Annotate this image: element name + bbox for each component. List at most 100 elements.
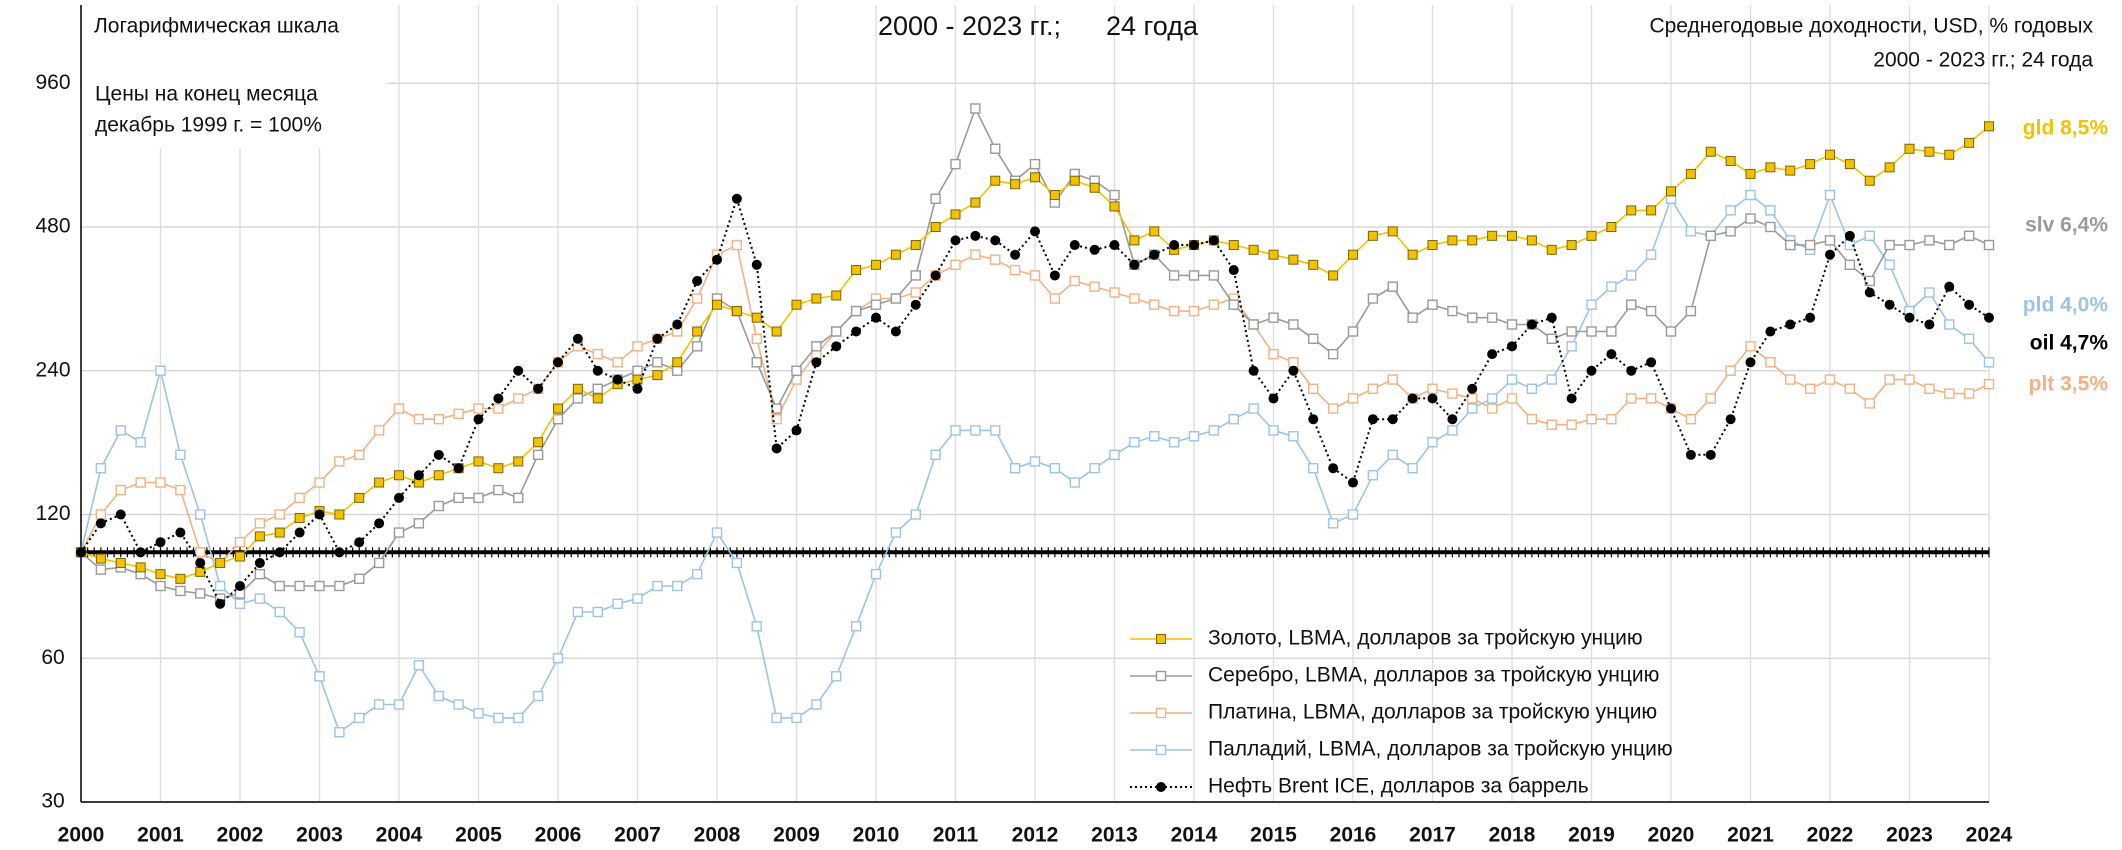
data-point xyxy=(592,393,603,404)
data-point xyxy=(1785,165,1796,176)
y-tick-label: 120 xyxy=(35,502,70,525)
data-point xyxy=(1069,175,1080,186)
data-point xyxy=(254,531,265,542)
data-point xyxy=(1109,449,1120,461)
data-point xyxy=(1427,437,1438,448)
data-point xyxy=(1586,299,1597,310)
data-point xyxy=(1327,348,1339,360)
data-point xyxy=(513,365,524,376)
data-point xyxy=(374,518,385,529)
data-point xyxy=(990,425,1001,436)
data-point xyxy=(1963,333,1975,344)
data-point xyxy=(1526,413,1538,425)
data-point xyxy=(930,449,941,461)
data-point xyxy=(473,456,484,467)
data-point xyxy=(235,551,245,562)
data-point xyxy=(1765,205,1776,216)
note-box xyxy=(82,0,387,148)
data-point xyxy=(1984,312,1994,323)
x-tick-label: 2009 xyxy=(773,824,820,847)
series-group xyxy=(75,103,1995,604)
data-point xyxy=(373,557,385,569)
data-point xyxy=(95,463,107,474)
data-point xyxy=(751,357,762,368)
data-point xyxy=(592,365,603,376)
data-point xyxy=(1248,244,1259,255)
data-point xyxy=(76,547,86,558)
data-point xyxy=(1844,230,1855,241)
data-point xyxy=(711,527,723,538)
data-point xyxy=(771,443,782,454)
data-point xyxy=(1029,456,1041,467)
y-tick-label: 960 xyxy=(35,71,70,94)
data-point xyxy=(692,275,703,286)
data-point xyxy=(334,456,345,467)
data-point xyxy=(1407,312,1418,323)
y-tick-label: 480 xyxy=(35,215,70,238)
data-point xyxy=(632,341,643,352)
data-point xyxy=(1705,449,1716,460)
data-point xyxy=(1208,299,1220,310)
data-point xyxy=(175,449,186,461)
data-point xyxy=(1129,437,1140,448)
data-point xyxy=(334,580,345,592)
data-point xyxy=(910,270,921,281)
data-point xyxy=(1168,437,1180,448)
data-point xyxy=(393,699,405,710)
data-point xyxy=(1666,186,1676,197)
data-point xyxy=(1546,333,1557,344)
data-point xyxy=(1765,357,1776,368)
data-point xyxy=(1944,281,1955,292)
data-point xyxy=(135,562,146,573)
data-point xyxy=(831,290,842,301)
data-point xyxy=(652,333,663,344)
data-point xyxy=(851,326,862,337)
end-label: slv 6,4% xyxy=(2025,214,2108,237)
data-point xyxy=(632,593,643,604)
legend-marker xyxy=(1156,634,1166,644)
data-point xyxy=(433,470,444,481)
data-point xyxy=(413,518,425,529)
x-tick-label: 2019 xyxy=(1568,824,1615,847)
data-point xyxy=(214,580,226,592)
data-point xyxy=(155,365,166,376)
data-point xyxy=(950,259,961,271)
data-point xyxy=(1069,275,1080,287)
data-point xyxy=(1228,413,1239,425)
data-point xyxy=(692,326,703,337)
data-point xyxy=(1566,341,1577,352)
data-point xyxy=(672,365,683,376)
data-point xyxy=(95,509,107,520)
data-point xyxy=(1725,226,1736,237)
data-point xyxy=(751,333,762,344)
data-point xyxy=(1904,239,1915,251)
data-point xyxy=(533,383,544,394)
data-point xyxy=(413,660,425,671)
data-point xyxy=(1864,398,1875,409)
data-point xyxy=(433,413,444,425)
data-point xyxy=(1745,168,1756,179)
data-point xyxy=(552,413,564,425)
data-point xyxy=(1606,413,1617,425)
end-label: pld 4,0% xyxy=(2023,294,2109,317)
end-labels: gld 8,5% slv 6,4% plt 3,5% pld 4,0% oil 4,7% xyxy=(2023,117,2109,396)
data-point xyxy=(274,606,285,618)
data-point xyxy=(493,712,504,724)
data-point xyxy=(791,365,802,376)
data-point xyxy=(1447,305,1458,317)
data-point xyxy=(1924,235,1935,246)
data-point xyxy=(155,580,166,592)
data-point xyxy=(771,326,782,337)
data-point xyxy=(115,509,126,520)
x-tick-label: 2012 xyxy=(1012,824,1059,847)
price-note: декабрь 1999 г. = 100% xyxy=(95,114,322,137)
data-point xyxy=(1745,341,1756,352)
data-point xyxy=(532,449,544,461)
data-point xyxy=(1168,305,1180,317)
x-tick-label: 2015 xyxy=(1250,824,1297,847)
end-label: oil 4,7% xyxy=(2030,332,2109,355)
data-point xyxy=(970,425,981,436)
data-point xyxy=(572,393,584,404)
data-point xyxy=(254,568,266,580)
data-point xyxy=(254,593,266,604)
